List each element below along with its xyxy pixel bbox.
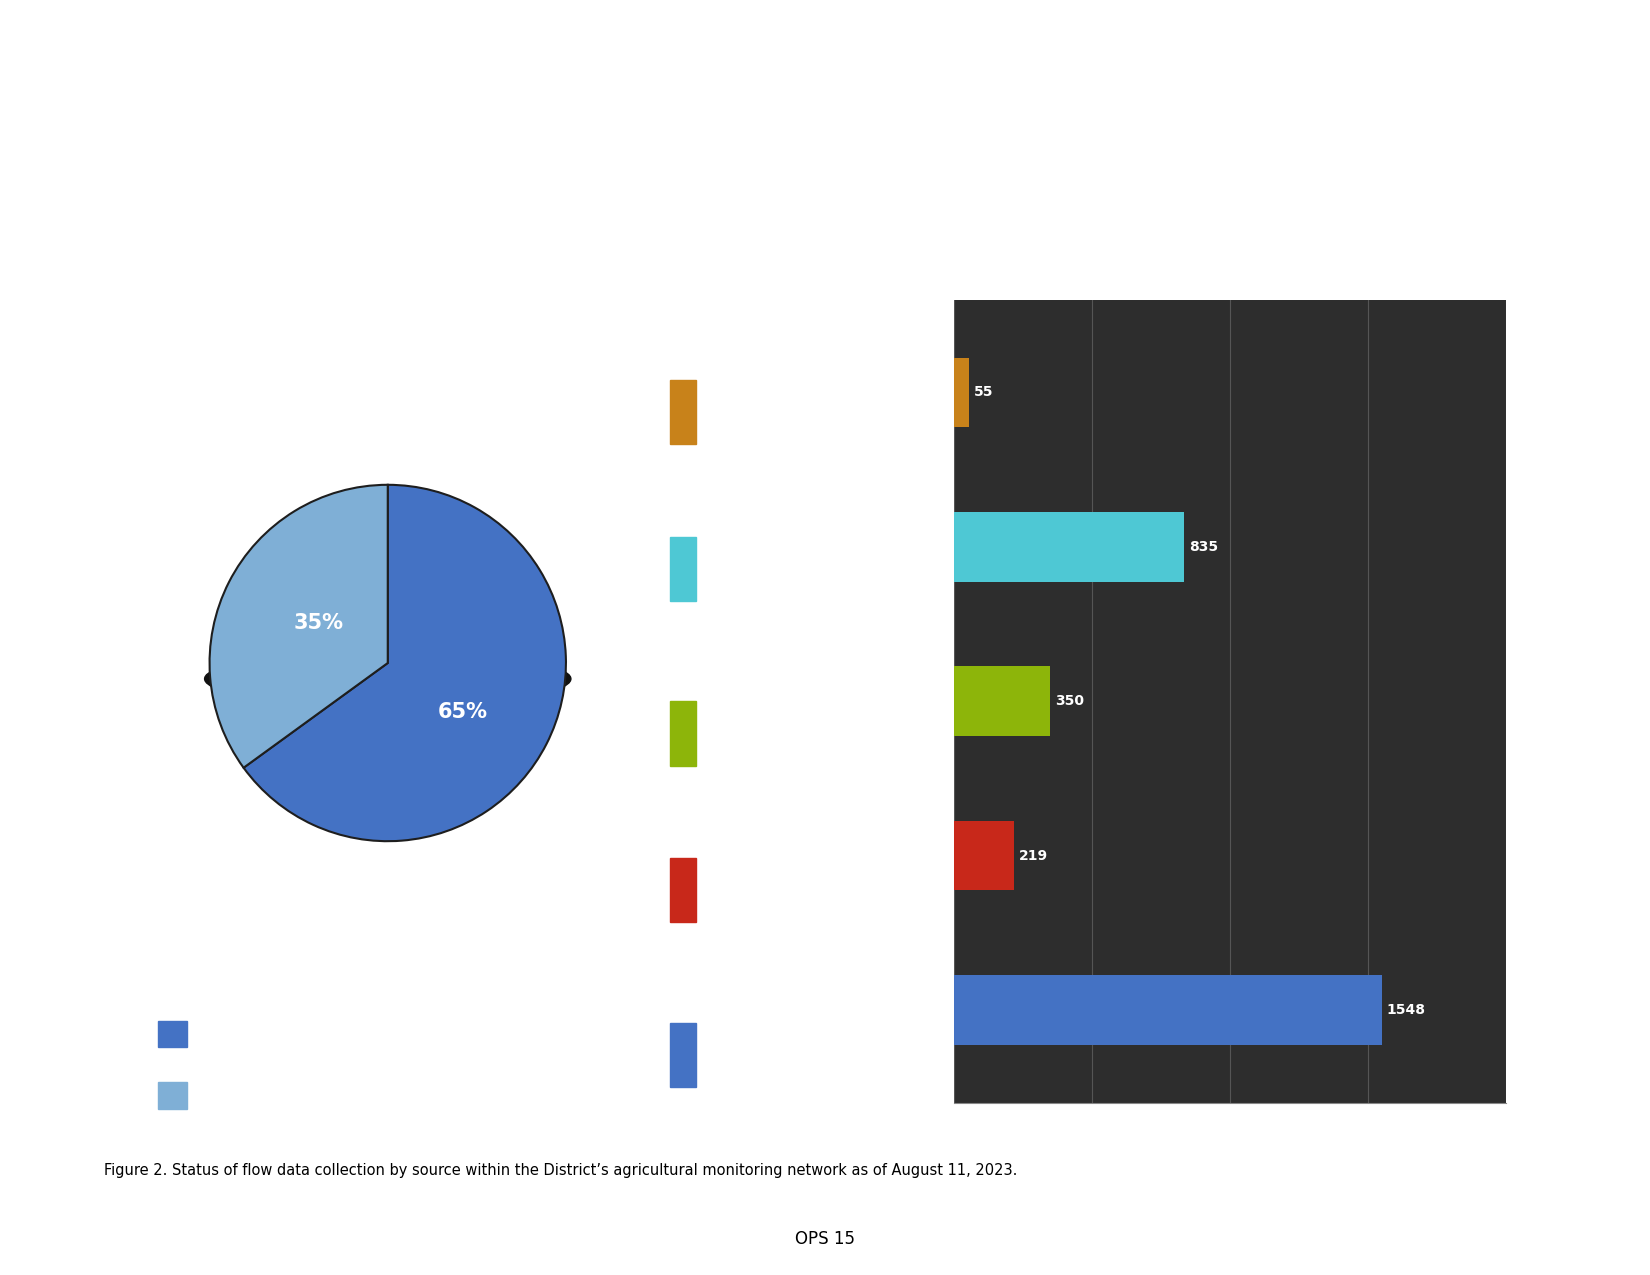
Text: OPS 15: OPS 15 bbox=[795, 1230, 855, 1248]
Text: Recorded: Recorded bbox=[708, 787, 764, 801]
Text: Flows: Flows bbox=[708, 743, 741, 756]
Bar bbox=[670, 380, 696, 444]
Text: Flow Data Collection
Status: Flow Data Collection Status bbox=[218, 221, 554, 283]
Bar bbox=[158, 1082, 186, 1109]
Bar bbox=[158, 1021, 186, 1047]
Bar bbox=[954, 667, 1051, 736]
Text: Possible: Possible bbox=[708, 1086, 756, 1099]
Text: 835: 835 bbox=[1190, 539, 1219, 553]
Text: M IL Flows: M IL Flows bbox=[708, 556, 769, 569]
Bar bbox=[670, 537, 696, 601]
Text: Recorded: Recorded bbox=[708, 601, 764, 613]
Wedge shape bbox=[210, 484, 388, 768]
Text: HDS Flows: HDS Flows bbox=[708, 877, 771, 890]
Bar bbox=[954, 513, 1185, 581]
Text: 55: 55 bbox=[974, 385, 993, 399]
Text: 65%: 65% bbox=[437, 703, 488, 723]
Bar bbox=[954, 357, 969, 427]
Text: Recorded: Recorded bbox=[708, 922, 764, 935]
Text: 35%: 35% bbox=[294, 613, 343, 634]
Text: 1548: 1548 bbox=[1386, 1003, 1426, 1017]
Text: Recorded: Recorded bbox=[708, 465, 764, 479]
Text: Total Sites: Total Sites bbox=[708, 1042, 769, 1056]
Text: Sites Needing Flow Information, 543: Sites Needing Flow Information, 543 bbox=[200, 1089, 427, 1102]
X-axis label: NUMBER OF SITES: NUMBER OF SITES bbox=[1158, 1130, 1302, 1144]
Ellipse shape bbox=[205, 652, 571, 706]
Bar bbox=[954, 821, 1015, 890]
Bar bbox=[670, 1023, 696, 1086]
Text: 350: 350 bbox=[1056, 695, 1084, 708]
Text: Flows: Flows bbox=[708, 422, 741, 435]
Text: 219: 219 bbox=[1020, 849, 1048, 863]
Bar bbox=[954, 975, 1381, 1046]
Bar bbox=[670, 701, 696, 765]
Bar bbox=[670, 858, 696, 922]
Text: Flows Recorded by
Source: Flows Recorded by Source bbox=[944, 195, 1252, 258]
Text: Contractor: Contractor bbox=[708, 699, 772, 711]
Wedge shape bbox=[244, 484, 566, 842]
Text: Sites with Unique Flow Recorded, 1005: Sites with Unique Flow Recorded, 1005 bbox=[200, 1028, 446, 1040]
Text: Figure 2. Status of flow data collection by source within the District’s agricul: Figure 2. Status of flow data collection… bbox=[104, 1163, 1018, 1178]
Text: Estimated: Estimated bbox=[708, 377, 769, 390]
